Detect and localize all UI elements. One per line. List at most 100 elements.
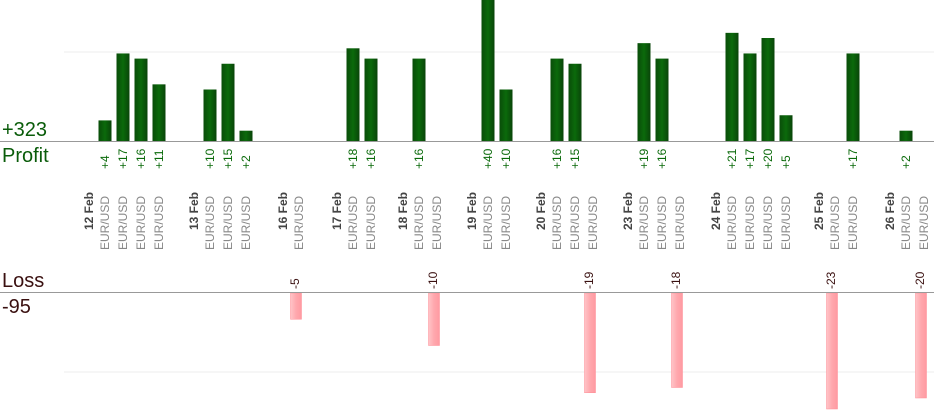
pair-label: EUR/USD xyxy=(917,196,931,250)
gridlines xyxy=(64,51,934,373)
profit-bar xyxy=(203,89,217,141)
profit-value-label: +10 xyxy=(203,148,217,169)
loss-value-label: -10 xyxy=(426,271,440,289)
date-label: 26 Feb xyxy=(883,192,897,230)
loss-bar xyxy=(290,292,302,320)
date-label: 12 Feb xyxy=(82,192,96,230)
trade-labels: 12 Feb EUR/USD +4 EUR/USD +17 EUR/USD +16 EUR/U… xyxy=(82,148,931,289)
date-label: 13 Feb xyxy=(187,192,201,230)
pair-label: EUR/USD xyxy=(586,196,600,250)
pair-label: EUR/USD xyxy=(134,196,148,250)
profit-bar xyxy=(761,38,775,141)
pair-label: EUR/USD xyxy=(221,196,235,250)
pair-label: EUR/USD xyxy=(637,196,651,250)
loss-bar xyxy=(826,292,838,410)
profit-value-label: +16 xyxy=(412,148,426,169)
profit-bar xyxy=(98,120,112,141)
date-label: 25 Feb xyxy=(812,192,826,230)
pair-label: EUR/USD xyxy=(725,196,739,250)
profit-bar xyxy=(364,58,378,141)
pair-label: EUR/USD xyxy=(481,196,495,250)
profit-bar xyxy=(221,63,235,141)
profit-bar xyxy=(846,53,860,142)
profit-value-label: +15 xyxy=(221,148,235,169)
pair-label: EUR/USD xyxy=(116,196,130,250)
profit-value-label: +19 xyxy=(637,148,651,169)
profit-value-label: +5 xyxy=(779,155,793,169)
date-label: 18 Feb xyxy=(396,192,410,230)
profit-value-label: +20 xyxy=(761,148,775,169)
pair-label: EUR/USD xyxy=(239,196,253,250)
profit-value-label: +2 xyxy=(239,155,253,169)
pair-label: EUR/USD xyxy=(761,196,775,250)
pair-label: EUR/USD xyxy=(846,196,860,250)
loss-total: -95 xyxy=(2,296,31,318)
loss-value-label: -23 xyxy=(824,271,838,289)
pair-label: EUR/USD xyxy=(364,196,378,250)
pair-label: EUR/USD xyxy=(899,196,913,250)
profit-value-label: +4 xyxy=(98,155,112,169)
profit-value-label: +15 xyxy=(568,148,582,169)
pair-label: EUR/USD xyxy=(430,196,444,250)
profit-bar xyxy=(725,32,739,141)
profit-value-label: +17 xyxy=(743,148,757,169)
loss-bar xyxy=(671,292,683,388)
pair-label: EUR/USD xyxy=(152,196,166,250)
profit-bar xyxy=(116,53,130,142)
profit-value-label: +16 xyxy=(655,148,669,169)
date-label: 16 Feb xyxy=(276,192,290,230)
loss-value-label: -18 xyxy=(669,271,683,289)
profit-bar xyxy=(481,0,495,141)
loss-value-label: -20 xyxy=(913,271,927,289)
date-label: 20 Feb xyxy=(534,192,548,230)
profit-value-label: +16 xyxy=(550,148,564,169)
profit-label: Profit xyxy=(2,145,49,167)
profit-bar xyxy=(412,58,426,141)
date-label: 23 Feb xyxy=(621,192,635,230)
profit-bar xyxy=(346,48,360,141)
pair-label: EUR/USD xyxy=(568,196,582,250)
loss-label: Loss xyxy=(2,270,44,292)
date-label: 24 Feb xyxy=(709,192,723,230)
trade-bars xyxy=(98,0,927,410)
date-label: 17 Feb xyxy=(330,192,344,230)
loss-bar xyxy=(915,292,927,399)
profit-bar xyxy=(550,58,564,141)
pair-label: EUR/USD xyxy=(499,196,513,250)
profit-bar xyxy=(239,130,253,141)
loss-value-label: -19 xyxy=(582,271,596,289)
profit-value-label: +17 xyxy=(846,148,860,169)
pair-label: EUR/USD xyxy=(828,196,842,250)
pair-label: EUR/USD xyxy=(98,196,112,250)
profit-bar xyxy=(568,63,582,141)
profit-bar xyxy=(655,58,669,141)
pair-label: EUR/USD xyxy=(743,196,757,250)
profit-value-label: +10 xyxy=(499,148,513,169)
profit-value-label: +2 xyxy=(899,155,913,169)
profit-bar xyxy=(134,58,148,141)
profit-bar xyxy=(743,53,757,142)
pair-label: EUR/USD xyxy=(673,196,687,250)
profit-total: +323 xyxy=(2,119,47,141)
pair-label: EUR/USD xyxy=(655,196,669,250)
profit-value-label: +17 xyxy=(116,148,130,169)
pair-label: EUR/USD xyxy=(412,196,426,250)
profit-bar xyxy=(899,130,913,141)
pair-label: EUR/USD xyxy=(203,196,217,250)
profit-bar xyxy=(152,84,166,141)
baselines xyxy=(0,141,934,293)
profit-value-label: +16 xyxy=(134,148,148,169)
date-label: 19 Feb xyxy=(465,192,479,230)
profit-bar xyxy=(779,115,793,141)
pair-label: EUR/USD xyxy=(292,196,306,250)
pair-label: EUR/USD xyxy=(346,196,360,250)
profit-value-label: +16 xyxy=(364,148,378,169)
profit-value-label: +11 xyxy=(152,149,166,169)
loss-bar xyxy=(428,292,440,346)
loss-bar xyxy=(584,292,596,393)
profit-bar xyxy=(637,43,651,141)
profit-value-label: +40 xyxy=(481,148,495,169)
pair-label: EUR/USD xyxy=(550,196,564,250)
profit-value-label: +18 xyxy=(346,148,360,169)
